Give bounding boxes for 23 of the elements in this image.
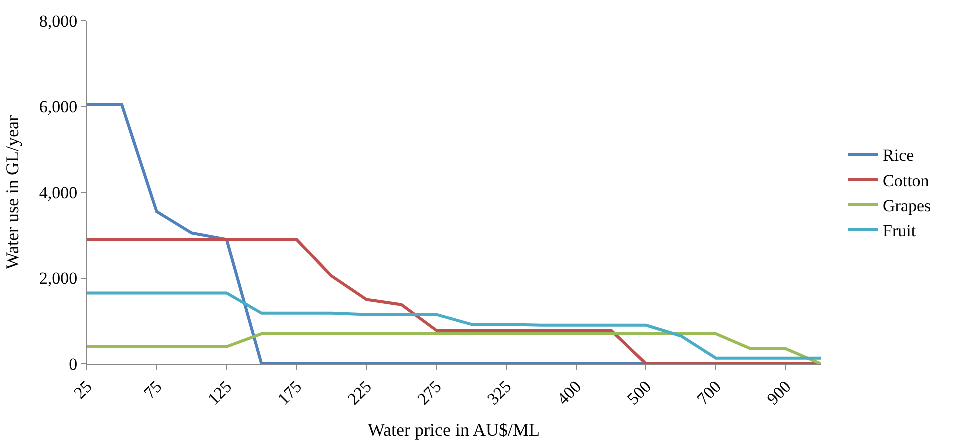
x-tick-label: 175 (274, 377, 306, 409)
y-axis-title: Water use in GL/year (2, 116, 23, 270)
x-tick-label: 25 (70, 377, 96, 403)
x-tick-label: 900 (763, 377, 795, 409)
x-tick-label: 125 (204, 377, 236, 409)
x-tick-label: 225 (344, 377, 376, 409)
x-tick-label: 75 (140, 377, 166, 403)
legend-label: Rice (883, 146, 914, 166)
line-series (87, 292, 821, 360)
x-tick-label: 325 (484, 377, 516, 409)
y-tick-label: 6,000 (39, 98, 78, 117)
y-tick-label: 0 (69, 354, 78, 374)
x-tick-label: 700 (694, 377, 725, 409)
x-tick-label: 400 (554, 377, 586, 409)
x-axis-title: Water price in AU$/ML (368, 420, 540, 440)
y-tick-label: 2,000 (39, 269, 78, 288)
x-tick-label: 275 (414, 377, 446, 409)
y-tick-label: 8,000 (39, 12, 78, 31)
legend-label: Grapes (883, 196, 932, 216)
legend-label: Fruit (883, 221, 916, 240)
y-tick-label: 4,000 (39, 183, 78, 202)
x-tick-label: 500 (624, 377, 656, 409)
legend-label: Cotton (883, 171, 930, 190)
